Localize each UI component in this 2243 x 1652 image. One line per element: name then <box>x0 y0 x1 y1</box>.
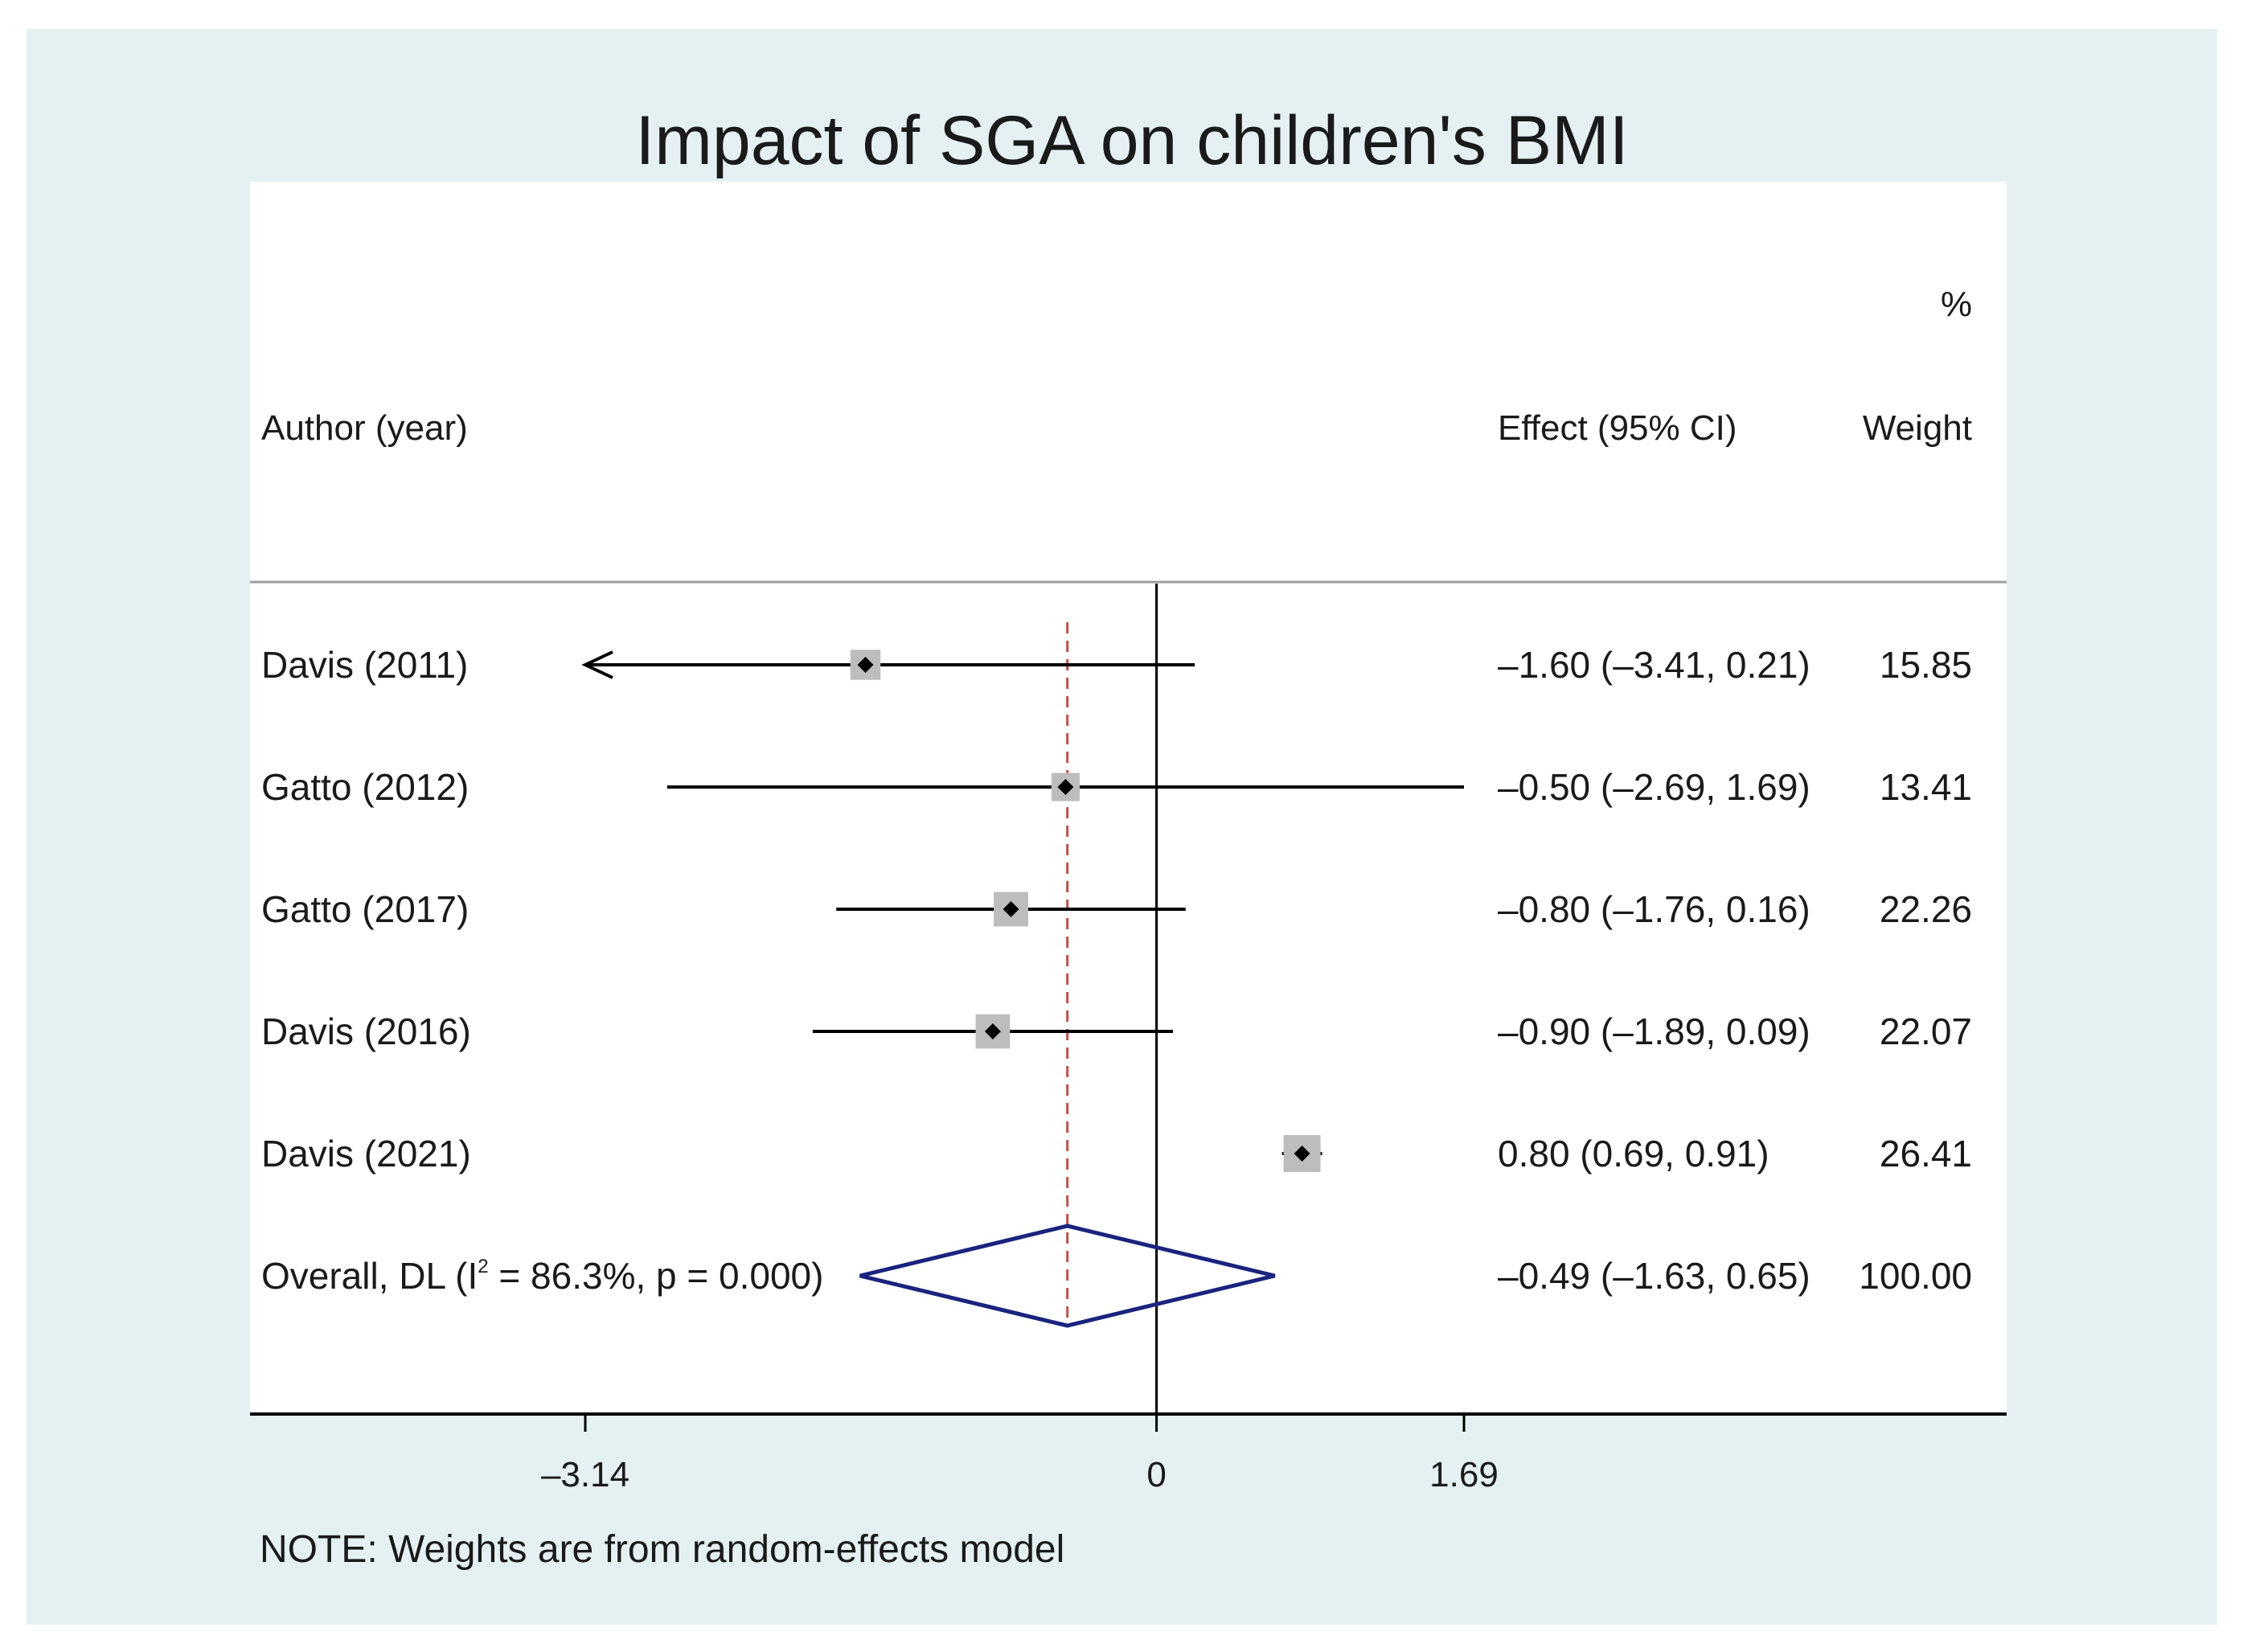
point-estimate <box>1003 901 1019 917</box>
overall-diamond <box>859 1224 1276 1328</box>
point-estimate <box>1294 1146 1310 1162</box>
header-weight-pct: % <box>1941 285 1972 324</box>
study-weight-text: 22.07 <box>1880 1010 1972 1052</box>
study-weight-text: 15.85 <box>1880 644 1972 686</box>
x-tick-label: –3.14 <box>541 1455 629 1494</box>
study-effect-text: –0.80 (–1.76, 0.16) <box>1498 888 1810 930</box>
header-effect: Effect (95% CI) <box>1498 408 1737 448</box>
study-weight-text: 26.41 <box>1880 1133 1972 1174</box>
study-weight-text: 22.26 <box>1880 888 1972 930</box>
point-estimate <box>984 1023 1001 1039</box>
plot-area <box>250 182 2007 1414</box>
study-effect-text: –0.90 (–1.89, 0.09) <box>1498 1010 1810 1052</box>
study-label: Davis (2021) <box>261 1133 471 1174</box>
overall-weight-text: 100.00 <box>1859 1255 1972 1297</box>
figure-background: Impact of SGA on children's BMI % Author… <box>27 29 2217 1625</box>
study-weight-text: 13.41 <box>1880 766 1972 808</box>
note-text: NOTE: Weights are from random-effects mo… <box>260 1528 1064 1571</box>
study-label: Gatto (2012) <box>261 766 469 808</box>
study-label: Gatto (2017) <box>261 888 469 930</box>
study-label: Davis (2016) <box>261 1010 471 1052</box>
chart-title: Impact of SGA on children's BMI <box>635 102 1628 179</box>
forest-plot: Impact of SGA on children's BMI % Author… <box>250 102 2007 1571</box>
overall-label: Overall, DL (I2 = 86.3%, p = 0.000) <box>261 1255 823 1297</box>
header-study: Author (year) <box>261 408 468 448</box>
study-effect-text: –1.60 (–3.41, 0.21) <box>1498 644 1810 686</box>
x-tick-label: 1.69 <box>1429 1455 1499 1494</box>
study-effect-text: 0.80 (0.69, 0.91) <box>1498 1133 1769 1174</box>
header-weight: Weight <box>1863 408 1972 448</box>
study-label: Davis (2011) <box>261 644 468 686</box>
overall-effect-text: –0.49 (–1.63, 0.65) <box>1498 1255 1810 1297</box>
point-estimate <box>1057 779 1074 795</box>
study-effect-text: –0.50 (–2.69, 1.69) <box>1498 766 1810 808</box>
ci-truncation-arrow <box>581 650 613 679</box>
x-tick-label: 0 <box>1146 1455 1166 1494</box>
point-estimate <box>857 657 874 673</box>
